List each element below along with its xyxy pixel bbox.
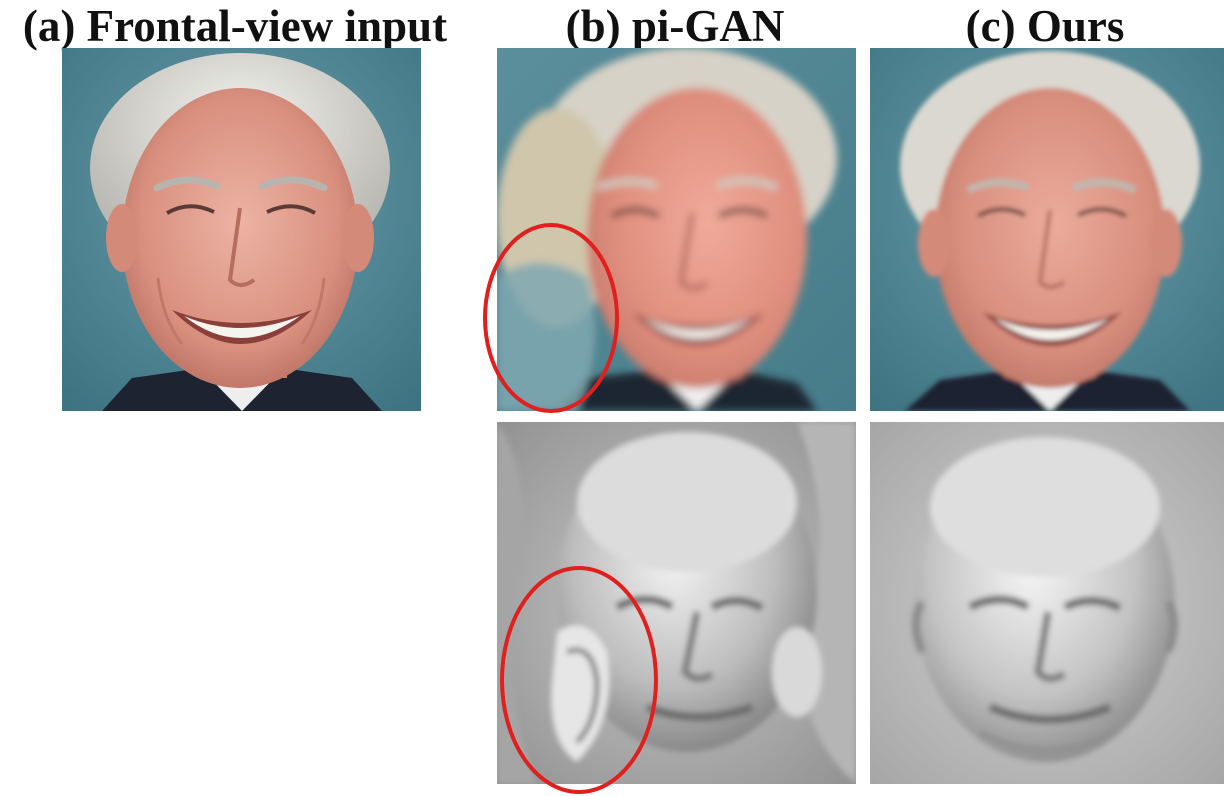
ours-rendered-photo	[870, 48, 1224, 411]
caption-b: (b) pi-GAN	[565, 1, 785, 51]
frontal-input-photo	[62, 48, 421, 411]
ours-mesh-render	[870, 422, 1224, 784]
caption-a: (a) Frontal-view input	[22, 1, 448, 51]
pigan-rendered-photo	[497, 48, 856, 411]
caption-c: (c) Ours	[965, 1, 1125, 51]
pigan-mesh-render	[497, 422, 856, 784]
